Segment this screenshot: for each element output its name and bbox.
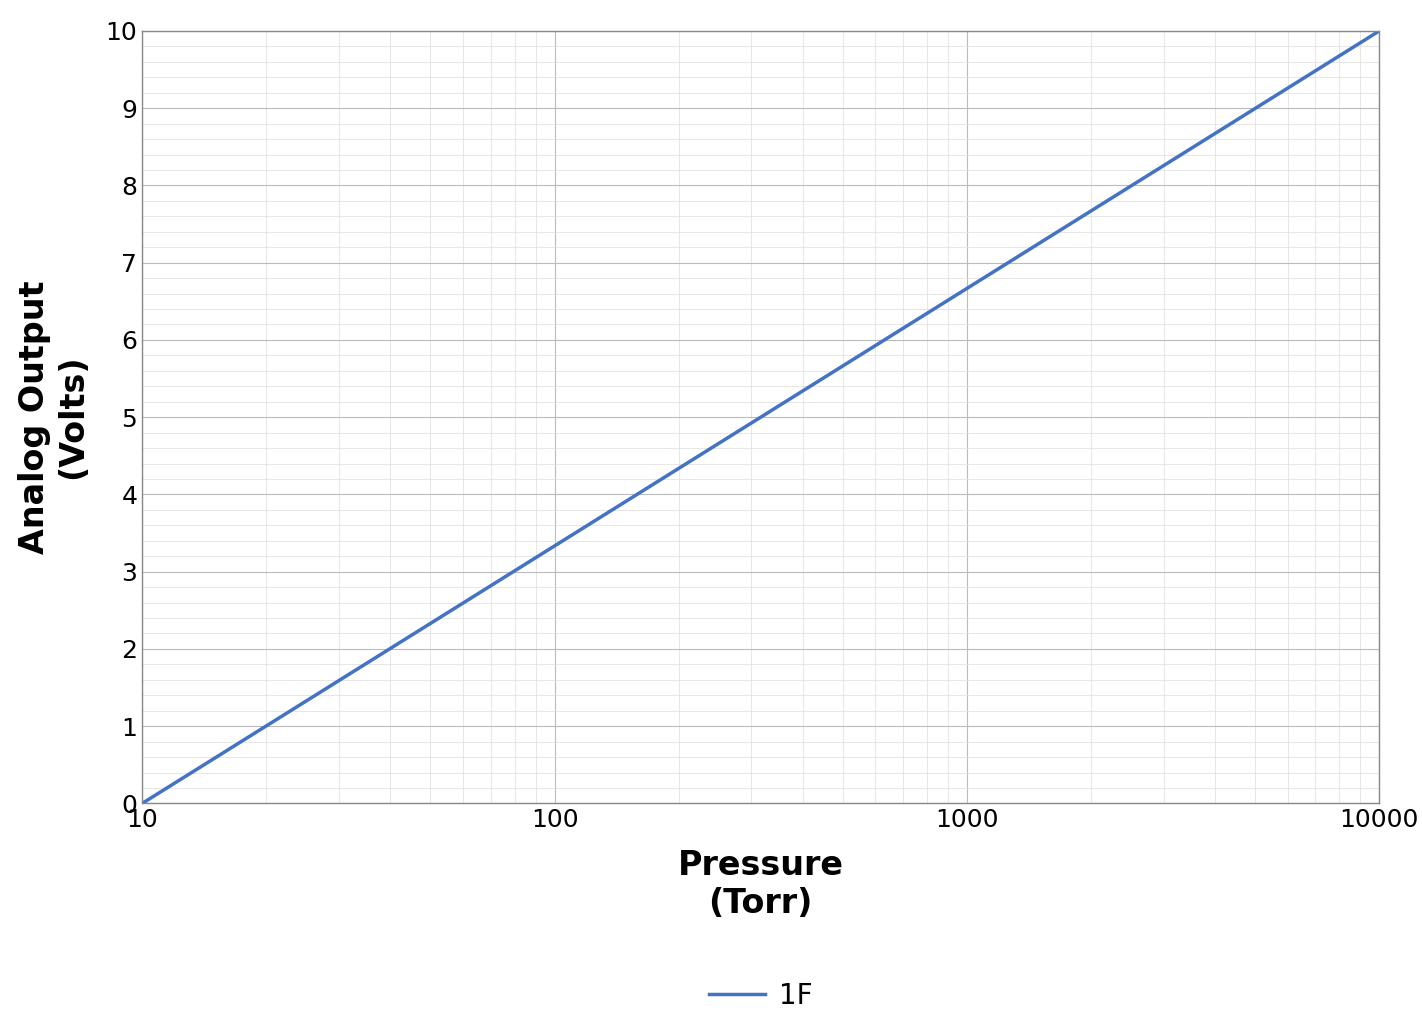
Legend: 1F: 1F xyxy=(698,971,823,1022)
Y-axis label: Analog Output
(Volts): Analog Output (Volts) xyxy=(17,280,90,554)
X-axis label: Pressure
(Torr): Pressure (Torr) xyxy=(678,849,843,920)
